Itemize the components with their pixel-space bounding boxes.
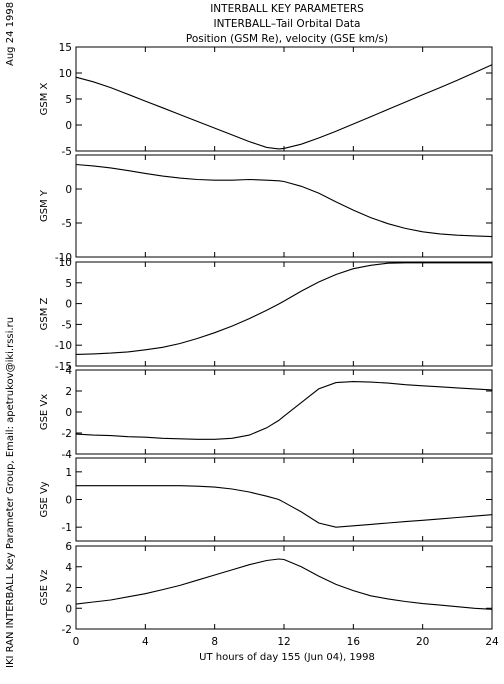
y-tick-label: 15 <box>59 42 72 54</box>
series-line-gse-vx <box>75 381 493 440</box>
y-tick-label: 10 <box>59 68 72 80</box>
y-tick-label: 4 <box>65 562 72 574</box>
panel-frame <box>75 369 493 455</box>
x-tick-label: 0 <box>73 636 80 648</box>
series-line-gsm-z <box>75 262 492 355</box>
panel-frame <box>75 545 493 630</box>
panel-frame <box>75 154 493 258</box>
panel-1: -10 -5 0 GSM Y <box>39 154 493 264</box>
y-tick-label: 0 <box>65 495 72 507</box>
y-tick-label: -1 <box>62 522 72 534</box>
series-line-gse-vz <box>75 558 493 610</box>
y-tick-label: -2 <box>62 428 72 440</box>
x-tick-label: 16 <box>347 636 361 648</box>
panel-3: -4 -2 0 2 4 GSE Vx <box>39 365 493 461</box>
y-tick-label: 2 <box>65 386 72 398</box>
y-tick-label: 5 <box>65 278 72 290</box>
y-tick-label: 5 <box>65 94 72 106</box>
y-axis-label: GSE Vx <box>39 394 50 430</box>
y-tick-label: -10 <box>55 252 72 264</box>
panel-frame <box>75 46 493 152</box>
y-tick-label: 6 <box>65 541 72 553</box>
x-tick-label: 4 <box>142 636 149 648</box>
y-tick-label: -5 <box>62 146 72 158</box>
panel-frame <box>75 457 493 542</box>
y-tick-label: 0 <box>65 120 72 132</box>
y-tick-label: 0 <box>65 603 72 615</box>
y-tick-label: -5 <box>62 319 72 331</box>
panel-2: -15 -10 -5 0 5 10 GSM Z <box>39 257 493 373</box>
y-tick-label: 4 <box>65 365 72 377</box>
chart-subtitle-orbital-data: INTERBALL–Tail Orbital Data <box>214 18 361 30</box>
panel-0: -5 0 5 10 15 GSM X <box>39 42 493 158</box>
y-tick-label: -2 <box>62 624 72 636</box>
y-tick-label: 10 <box>59 257 72 269</box>
y-tick-label: -4 <box>62 449 73 461</box>
y-axis-label: GSM X <box>39 82 50 115</box>
y-axis-label: GSM Y <box>39 189 50 222</box>
panel-4: -1 0 1 GSE Vy <box>39 457 493 542</box>
x-tick-label: 20 <box>416 636 429 648</box>
y-axis-label: GSM Z <box>39 297 50 330</box>
generation-date: Aug 24 1998 <box>5 2 16 66</box>
y-axis-label: GSE Vy <box>39 481 50 517</box>
series-line-gsm-y <box>75 163 493 238</box>
y-axis-label: GSE Vz <box>39 570 50 606</box>
chart-title: INTERBALL KEY PARAMETERS <box>210 3 364 15</box>
credit-line: IKI RAN INTERBALL Key Parameter Group, E… <box>5 317 16 668</box>
y-tick-label: 1 <box>65 467 72 479</box>
chart-subtitle-units: Position (GSM Re), velocity (GSE km/s) <box>186 33 388 45</box>
panel-5: -2 0 2 4 6 GSE Vz <box>39 541 493 636</box>
x-tick-label: 24 <box>485 636 499 648</box>
y-tick-label: 2 <box>65 583 72 595</box>
y-tick-label: 0 <box>65 407 72 419</box>
y-tick-label: -15 <box>55 361 72 373</box>
x-tick-label: 8 <box>211 636 218 648</box>
y-tick-label: -10 <box>55 340 72 352</box>
y-tick-label: 0 <box>65 299 72 311</box>
y-tick-label: 0 <box>65 184 72 196</box>
x-tick-label: 12 <box>277 636 290 648</box>
y-tick-label: -5 <box>62 218 72 230</box>
series-line-gsm-x <box>75 64 493 150</box>
series-line-gse-vy <box>76 485 493 528</box>
x-axis-label: UT hours of day 155 (Jun 04), 1998 <box>199 652 375 663</box>
